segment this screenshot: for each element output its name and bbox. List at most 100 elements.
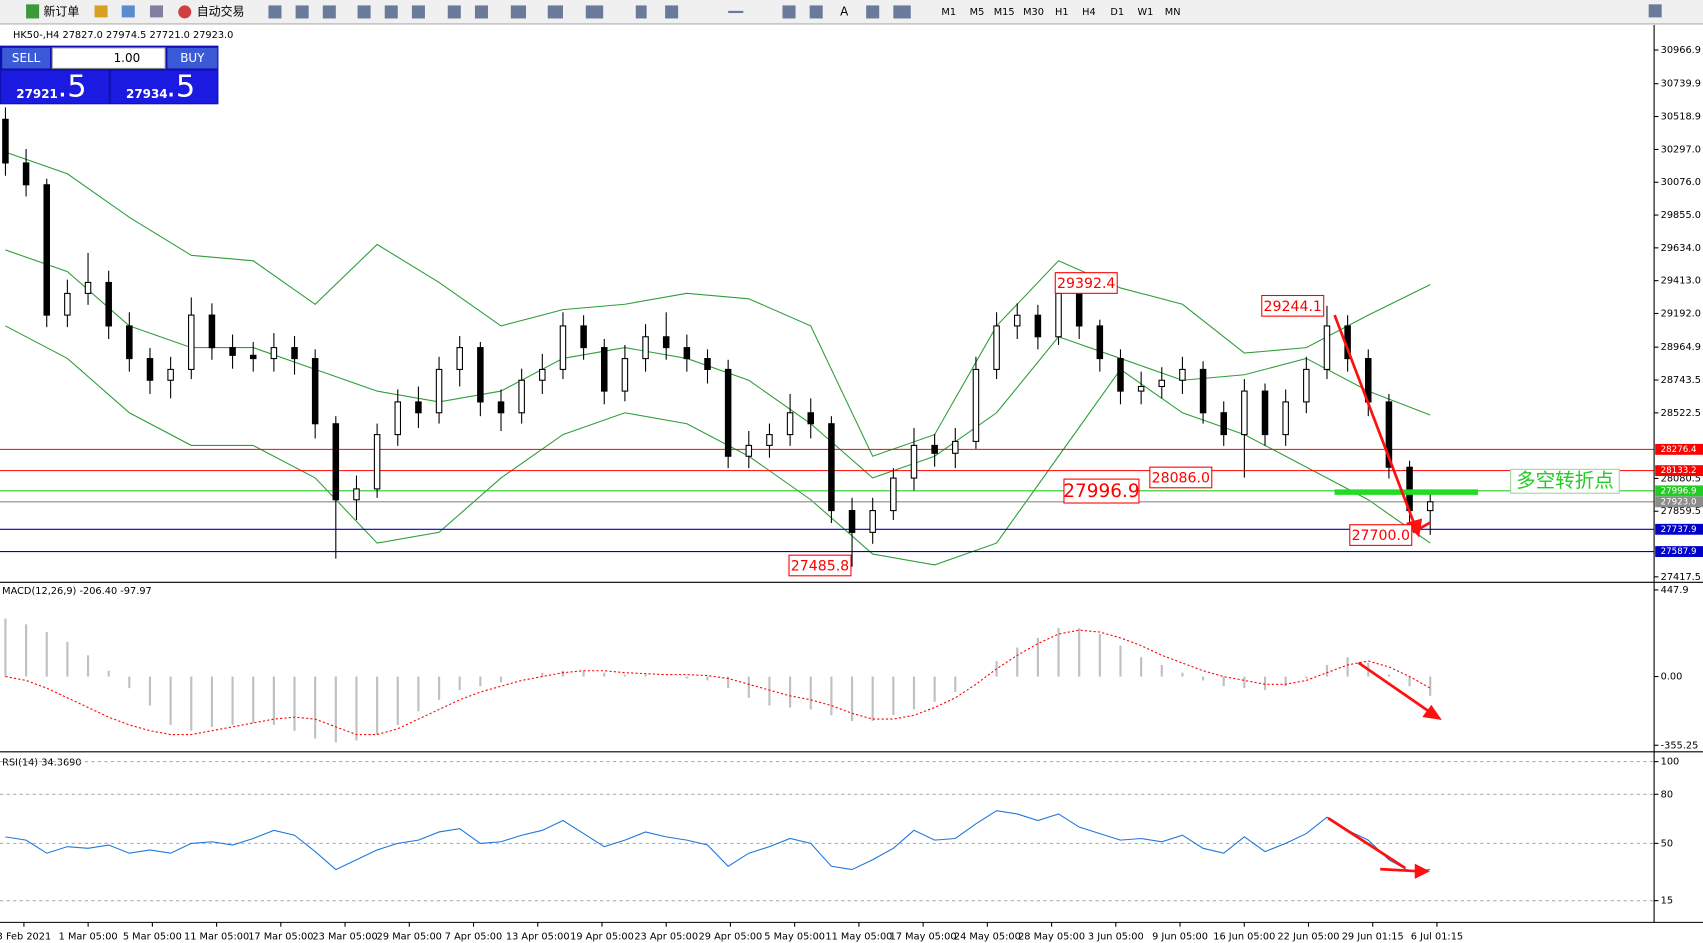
icon[interactable] — [357, 5, 371, 19]
candle-body — [931, 444, 938, 454]
bollinger-band — [5, 249, 1431, 479]
text-tool[interactable]: A — [840, 4, 849, 18]
lot-value[interactable]: 1.00 — [114, 51, 141, 65]
chart-area — [0, 24, 1703, 943]
candle-body — [1323, 325, 1331, 370]
y-tick-label: 28080.5 — [1661, 473, 1701, 484]
candle-body — [559, 325, 567, 370]
timeframe-button[interactable]: M5 — [970, 7, 985, 18]
search-icon[interactable] — [1648, 4, 1662, 18]
timeframe-button[interactable]: H4 — [1082, 7, 1096, 18]
candle-body — [188, 314, 195, 370]
timeframe-button[interactable]: MN — [1165, 7, 1181, 18]
candle-body — [1261, 390, 1269, 436]
icon[interactable] — [585, 5, 604, 19]
x-tick-label: 23 Mar 05:00 — [312, 931, 377, 942]
icon[interactable] — [474, 5, 488, 19]
y-tick-label: -355.25 — [1661, 740, 1699, 751]
arrow — [1357, 661, 1434, 715]
icon[interactable] — [447, 5, 461, 19]
candle-body — [807, 412, 815, 425]
level-label: 27737.9 — [1661, 525, 1697, 535]
icon[interactable] — [728, 10, 744, 14]
icon[interactable] — [384, 5, 398, 19]
icon[interactable] — [295, 5, 309, 19]
x-tick-label: 7 Apr 05:00 — [445, 931, 502, 942]
candle-body — [1137, 385, 1145, 392]
icon[interactable] — [866, 5, 880, 19]
candle-body — [249, 354, 257, 360]
icon[interactable] — [149, 5, 164, 18]
candle-body — [993, 325, 1000, 370]
x-tick-label: 17 Mar 05:00 — [248, 931, 313, 942]
level-label-bg — [1655, 496, 1703, 508]
candle-body — [890, 477, 897, 512]
candle-body — [1179, 368, 1186, 381]
icon[interactable] — [809, 5, 823, 19]
y-tick-label: 27859.5 — [1661, 506, 1701, 517]
buy-label[interactable]: BUY — [180, 51, 205, 65]
y-tick-label: 30518.9 — [1661, 112, 1701, 123]
level-label: 27923.0 — [1661, 497, 1697, 507]
candle-body — [1199, 368, 1207, 414]
arrow — [1333, 314, 1417, 527]
x-tick-label: 3 Jun 05:00 — [1088, 931, 1144, 942]
x-tick-label: 29 Apr 05:00 — [699, 931, 763, 942]
candle-body — [22, 162, 30, 186]
icon[interactable] — [121, 5, 135, 18]
icon[interactable] — [547, 5, 563, 19]
icon[interactable] — [322, 5, 336, 19]
icon[interactable] — [635, 5, 647, 19]
lot-input[interactable] — [51, 47, 166, 69]
x-tick-label: 3 Feb 2021 — [0, 931, 51, 942]
arrow — [1412, 521, 1431, 534]
signal-line — [5, 629, 1431, 736]
candle-body — [415, 401, 422, 414]
icon[interactable] — [411, 5, 425, 19]
icon[interactable] — [268, 5, 282, 19]
x-tick-label: 5 May 05:00 — [764, 931, 825, 942]
buy-price-box[interactable] — [110, 70, 218, 104]
icon[interactable] — [782, 5, 796, 19]
candle-body — [167, 368, 174, 381]
timeframe-button[interactable]: W1 — [1138, 7, 1154, 18]
icon[interactable] — [94, 5, 108, 18]
timeframe-button[interactable]: M15 — [994, 7, 1015, 18]
sell-price-box[interactable] — [1, 70, 109, 104]
sell-label[interactable]: SELL — [12, 51, 41, 65]
icon[interactable] — [665, 5, 679, 19]
timeframe-button[interactable]: D1 — [1110, 7, 1124, 18]
candle-body — [724, 368, 732, 457]
buy-button[interactable] — [167, 47, 218, 69]
timeframe-button[interactable]: M30 — [1023, 7, 1044, 18]
icon[interactable] — [893, 5, 911, 19]
level-label: 27996.9 — [1661, 486, 1697, 496]
panel-title: MACD(12,26,9) -206.40 -97.97 — [2, 586, 152, 597]
candle-body — [848, 510, 856, 533]
level-label: 27587.9 — [1661, 547, 1697, 557]
candle-body — [1075, 292, 1083, 327]
candle-body — [869, 510, 876, 533]
icon[interactable] — [510, 5, 527, 19]
sell-button[interactable] — [2, 47, 50, 69]
auto-trading-button[interactable]: 自动交易 — [197, 3, 245, 18]
x-tick-label: 22 Jun 05:00 — [1277, 931, 1339, 942]
new-order-button[interactable]: 新订单 — [43, 3, 79, 18]
candle-body — [1385, 401, 1393, 468]
candle-body — [311, 358, 319, 425]
y-tick-label: 29413.0 — [1661, 276, 1701, 287]
candle-body — [683, 347, 691, 360]
timeframe-button[interactable]: H1 — [1055, 7, 1069, 18]
auto-trading-icon[interactable] — [178, 5, 192, 19]
timeframe-button[interactable]: M1 — [941, 7, 956, 18]
x-tick-label: 6 Jul 01:15 — [1411, 931, 1463, 942]
y-tick-label: 100 — [1661, 757, 1680, 768]
drawings: 29392.4 29244.1 28086.0 27996.9 27700.0 27485… — [788, 272, 1620, 879]
candle-body — [952, 440, 959, 454]
y-tick-label: 30297.0 — [1661, 144, 1701, 155]
candle-body — [477, 347, 484, 403]
candle-body — [1055, 292, 1062, 338]
level-label-bg — [1655, 523, 1703, 535]
new-order-icon[interactable] — [26, 4, 40, 19]
